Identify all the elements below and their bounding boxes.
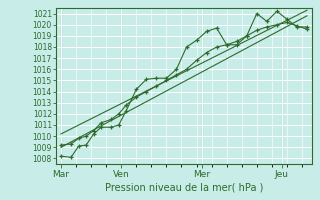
X-axis label: Pression niveau de la mer( hPa ): Pression niveau de la mer( hPa ): [105, 183, 263, 193]
